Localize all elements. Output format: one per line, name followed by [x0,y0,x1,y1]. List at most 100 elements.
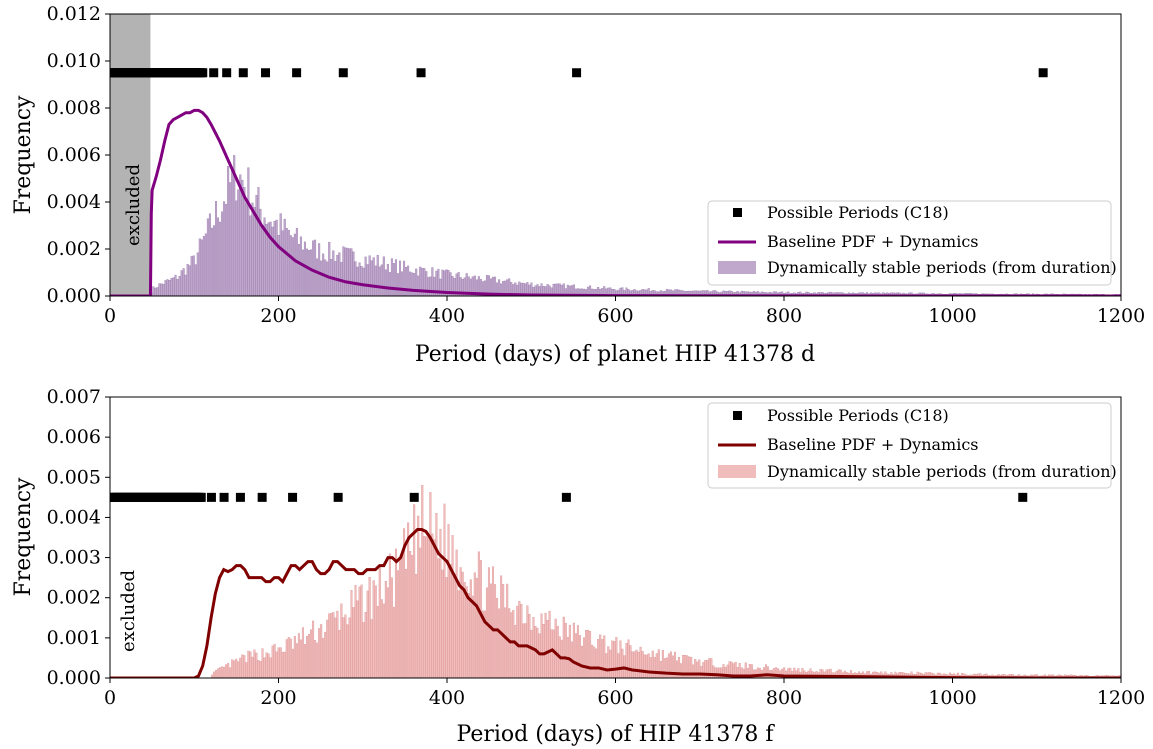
histogram-bar [396,273,399,296]
histogram-bar [676,660,679,678]
histogram-bar [231,659,234,678]
histogram-bar [328,241,331,296]
histogram-bar [653,290,656,296]
histogram-bar [156,287,159,296]
histogram-bar [356,266,359,296]
histogram-bar [182,268,185,296]
histogram-bar [308,633,311,678]
histogram-bar [259,661,262,678]
y-tick-label: 0.000 [47,667,101,689]
legend-label-histogram-top: Dynamically stable periods (from duratio… [767,258,1117,277]
histogram-bar [330,612,333,678]
histogram-bar [779,291,782,296]
x-tick-label: 600 [597,305,633,327]
histogram-bar [726,664,729,678]
histogram-bar [439,278,442,296]
histogram-bar [162,283,165,296]
histogram-bar [483,610,486,678]
histogram-bar [874,671,877,678]
histogram-bar [930,672,933,678]
histogram-bar [277,234,280,296]
histogram-bar [633,651,636,678]
histogram-bar [827,669,830,678]
possible-period-marker [257,492,267,502]
histogram-bar [560,284,563,296]
histogram-bar [593,646,596,678]
histogram-bar [423,536,426,678]
histogram-bar [407,265,410,296]
histogram-bar [589,631,592,678]
histogram-bar [698,290,701,296]
histogram-bar [710,291,713,296]
histogram-bar [267,222,270,296]
x-axis-label-top: Period (days) of planet HIP 41378 d [415,342,815,367]
histogram-bar [415,574,418,678]
histogram-bar [673,289,677,296]
histogram-bar [815,671,818,678]
histogram-bar [245,202,248,296]
histogram-bar [233,155,236,296]
histogram-bar [615,290,618,296]
histogram-bar [756,291,759,296]
possible-period-marker [572,68,582,78]
histogram-bar [469,579,472,678]
histogram-bar [431,533,434,678]
histogram-bar [235,658,238,678]
histogram-bar [221,211,224,296]
histogram-bar [241,654,244,678]
x-tick-label: 400 [429,305,465,327]
histogram-bar [372,580,375,678]
histogram-bar [688,290,691,296]
histogram-bar [281,651,284,678]
histogram-bar [257,187,260,296]
histogram-bar [894,671,897,678]
histogram-bar [473,572,476,678]
histogram-bar [407,522,410,678]
histogram-bar [443,503,446,678]
histogram-bar [843,670,846,678]
histogram-bar [259,208,262,296]
possible-period-marker [288,492,298,502]
histogram-bar [277,647,280,678]
histogram-bar [310,249,313,296]
histogram-bar [354,585,357,678]
histogram-bar [1052,674,1055,678]
baseline-pdf-curve-top [110,108,1121,296]
histogram-bar [910,292,913,296]
histogram-bar [599,634,602,678]
histogram-bar [574,633,577,678]
histogram-bar [239,174,242,296]
histogram-bar [208,213,211,296]
histogram-bar [275,219,278,296]
histogram-bar [251,656,254,678]
legend-label-baseline-bottom: Baseline PDF + Dynamics [767,435,979,454]
histogram-bar [287,229,290,296]
histogram-bar [214,670,218,678]
histogram-bar [641,651,644,678]
histogram-bar [328,613,331,678]
histogram-bar [576,625,579,678]
histogram-bar [485,275,488,296]
histogram-bar [314,239,317,296]
histogram-bar [797,292,800,296]
histogram-bar [390,258,393,296]
histogram-bar [384,581,387,678]
histogram-bar [504,607,507,678]
y-tick-label: 0.004 [47,191,101,213]
histogram-bar [645,654,648,678]
histogram-bar [803,670,806,678]
histogram-bar [202,236,205,296]
possible-period-marker [238,68,248,78]
possible-period-marker [196,492,206,502]
histogram-bar [688,656,691,678]
histogram-bar [918,672,921,678]
histogram-bar [429,276,432,296]
histogram-bar [661,291,664,296]
histogram-bar [237,189,240,296]
histogram-bar [427,277,430,296]
histogram-bar [455,549,458,678]
histogram-bar [578,635,581,678]
histogram-bar [540,613,543,678]
histogram-bar [210,227,213,296]
